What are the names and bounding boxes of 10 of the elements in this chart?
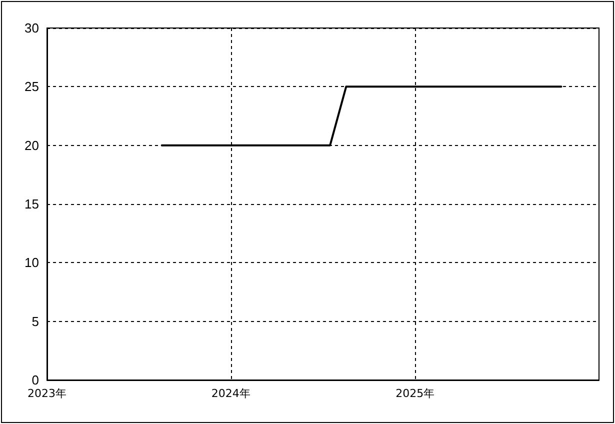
x-tick-label: 2024年	[211, 387, 250, 400]
y-tick-label: 5	[32, 314, 39, 329]
x-tick-label: 2023年	[28, 387, 66, 400]
y-tick-label: 15	[24, 196, 39, 212]
x-tick-label: 2025年	[396, 387, 435, 400]
y-tick-label: 25	[24, 79, 39, 94]
y-tick-label: 20	[24, 138, 39, 153]
y-tick-label: 0	[32, 372, 39, 388]
y-tick-label: 30	[24, 20, 39, 36]
y-tick-label: 10	[24, 255, 39, 270]
